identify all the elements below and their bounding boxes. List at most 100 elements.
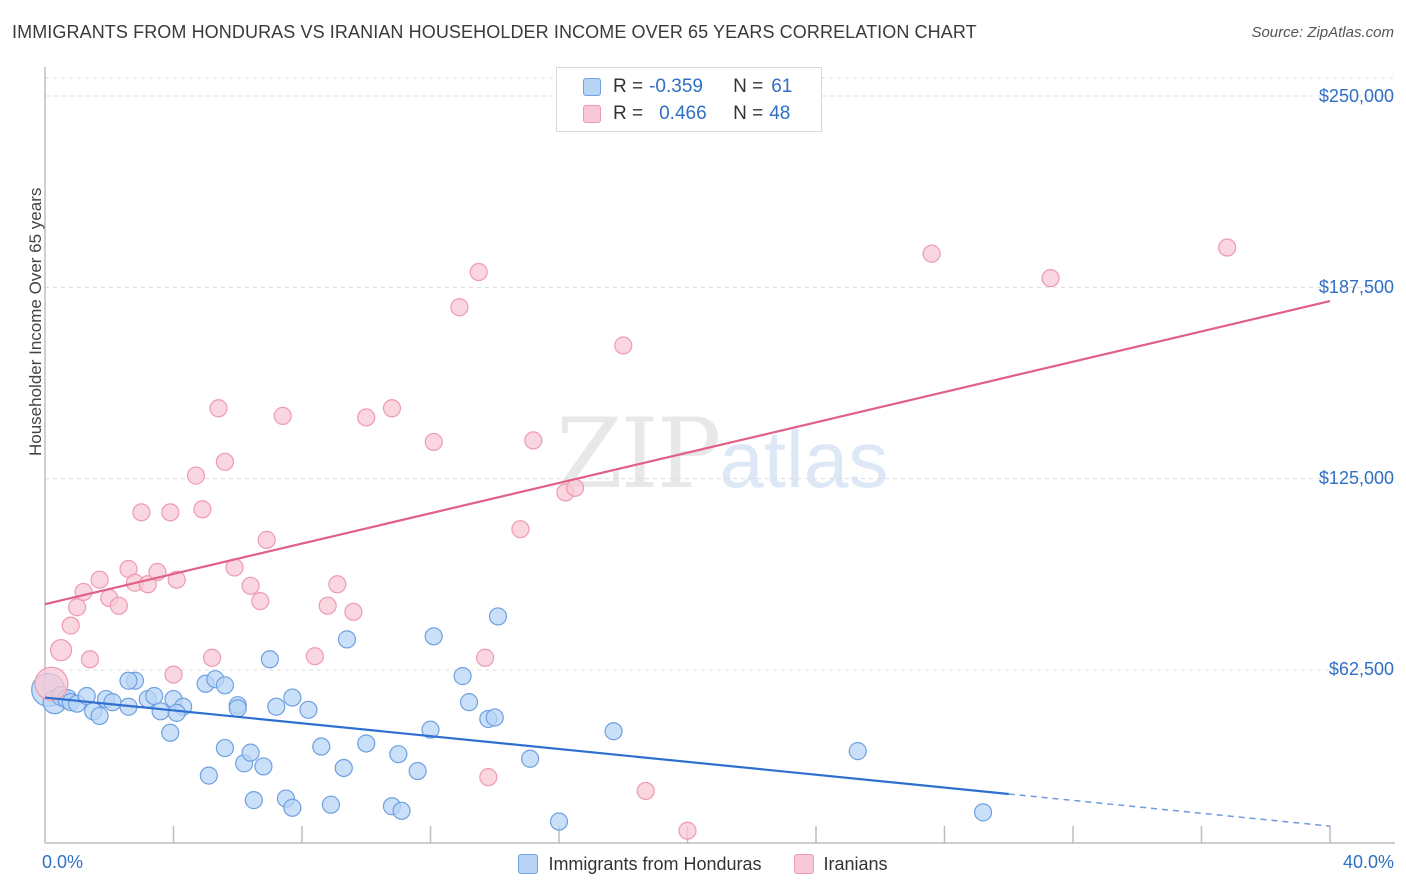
- legend-r-label: R =: [613, 103, 644, 124]
- trend-line-honduras-projection: [1008, 793, 1331, 827]
- chart-title: IMMIGRANTS FROM HONDURAS VS IRANIAN HOUS…: [12, 22, 977, 42]
- data-point-honduras: [228, 699, 247, 718]
- data-point-iranians: [109, 596, 128, 615]
- data-point-honduras: [520, 749, 540, 768]
- data-point-iranians: [215, 452, 234, 471]
- data-point-honduras: [260, 650, 279, 669]
- data-point-iranians: [922, 244, 941, 263]
- data-point-iranians: [164, 665, 183, 684]
- legend-row-iranians: R = 0.466 N = 48: [557, 101, 790, 127]
- legend-n-value: 61: [771, 76, 793, 97]
- legend-n-label: N =: [733, 103, 764, 124]
- series-swatch-blue: [518, 854, 539, 874]
- data-point-honduras: [151, 702, 170, 721]
- data-point-iranians: [186, 466, 206, 485]
- data-point-iranians: [511, 520, 530, 539]
- y-tick-label: $187,500: [1318, 277, 1394, 297]
- series-name: Iranians: [823, 853, 888, 874]
- data-point-iranians: [241, 576, 260, 595]
- data-point-iranians: [636, 781, 655, 801]
- data-point-iranians: [1218, 238, 1237, 257]
- data-point-honduras: [267, 697, 286, 716]
- data-point-iranians: [90, 570, 109, 589]
- data-point-iranians: [678, 821, 697, 840]
- data-point-iranians: [74, 582, 93, 602]
- data-point-honduras: [321, 795, 341, 814]
- data-point-iranians: [469, 262, 488, 282]
- data-point-honduras: [973, 803, 993, 822]
- trend-line-honduras: [44, 696, 1009, 796]
- data-point-iranians: [614, 336, 633, 355]
- data-point-iranians: [49, 639, 73, 662]
- data-point-honduras: [424, 627, 443, 646]
- legend-swatch-blue: [583, 78, 601, 96]
- data-point-iranians: [479, 768, 498, 787]
- data-point-honduras: [161, 723, 180, 742]
- data-point-iranians: [476, 648, 495, 667]
- x-tick-label-max: 40.0%: [1342, 852, 1394, 872]
- source-label: Source: ZipAtlas.com: [1251, 24, 1394, 41]
- data-point-iranians: [167, 570, 186, 589]
- data-point-honduras: [848, 742, 867, 761]
- data-point-iranians: [382, 399, 402, 418]
- data-point-iranians: [344, 602, 363, 621]
- data-point-iranians: [80, 650, 100, 669]
- watermark-atlas: atlas: [719, 415, 889, 504]
- data-point-iranians: [68, 598, 87, 617]
- legend-r-value: 0.466: [659, 103, 707, 124]
- data-point-honduras: [254, 757, 273, 776]
- data-point-honduras: [337, 630, 357, 649]
- data-point-honduras: [459, 693, 479, 712]
- x-tick-label-min: 0.0%: [42, 852, 84, 872]
- data-point-honduras: [145, 686, 164, 706]
- legend-swatch-pink: [583, 105, 601, 123]
- data-point-honduras: [283, 798, 302, 817]
- data-point-honduras: [453, 667, 472, 686]
- data-point-honduras: [215, 676, 234, 695]
- watermark: ZIPatlas: [556, 398, 888, 510]
- data-point-honduras: [244, 791, 263, 810]
- watermark-zip: ZIP: [556, 398, 721, 510]
- data-point-iranians: [1041, 269, 1060, 288]
- data-point-iranians: [357, 408, 376, 427]
- data-point-honduras: [241, 743, 260, 762]
- correlation-legend: R = -0.359 N = 61 R = 0.466 N = 48: [556, 67, 822, 132]
- data-point-honduras: [334, 758, 353, 778]
- y-tick-label: $250,000: [1318, 86, 1394, 106]
- data-point-honduras: [408, 761, 427, 781]
- data-point-iranians: [328, 575, 347, 594]
- data-point-honduras: [357, 734, 376, 753]
- y-axis-label: Householder Income Over 65 years: [26, 187, 45, 456]
- data-point-iranians: [273, 406, 292, 426]
- trend-line-iranians: [44, 300, 1331, 606]
- data-point-iranians: [202, 648, 222, 667]
- data-point-honduras: [389, 745, 408, 764]
- data-point-honduras: [549, 812, 569, 831]
- data-point-honduras: [604, 722, 623, 741]
- data-point-iranians: [251, 592, 270, 611]
- data-point-iranians: [318, 596, 337, 615]
- data-point-honduras: [199, 766, 218, 785]
- series-name: Immigrants from Honduras: [548, 853, 762, 874]
- legend-r-label: R =: [613, 76, 644, 97]
- data-point-iranians: [524, 431, 543, 450]
- data-point-honduras: [90, 706, 109, 726]
- legend-n-label: N =: [733, 76, 764, 97]
- data-point-honduras: [215, 738, 234, 758]
- data-point-honduras: [312, 737, 331, 756]
- data-point-iranians: [193, 500, 212, 519]
- data-point-honduras: [485, 708, 504, 727]
- legend-r-value: -0.359: [649, 76, 703, 97]
- data-point-iranians: [34, 666, 69, 701]
- y-tick-label: $125,000: [1318, 468, 1394, 488]
- legend-n-value: 48: [769, 103, 791, 124]
- y-tick-label: $62,500: [1328, 659, 1394, 679]
- data-point-iranians: [450, 298, 469, 317]
- data-point-iranians: [61, 616, 80, 635]
- data-point-honduras: [167, 703, 186, 722]
- data-point-iranians: [424, 432, 443, 452]
- data-point-honduras: [283, 688, 302, 707]
- data-point-honduras: [488, 607, 508, 626]
- series-legend-item-iranians: Iranians: [793, 853, 888, 875]
- data-point-iranians: [132, 503, 151, 522]
